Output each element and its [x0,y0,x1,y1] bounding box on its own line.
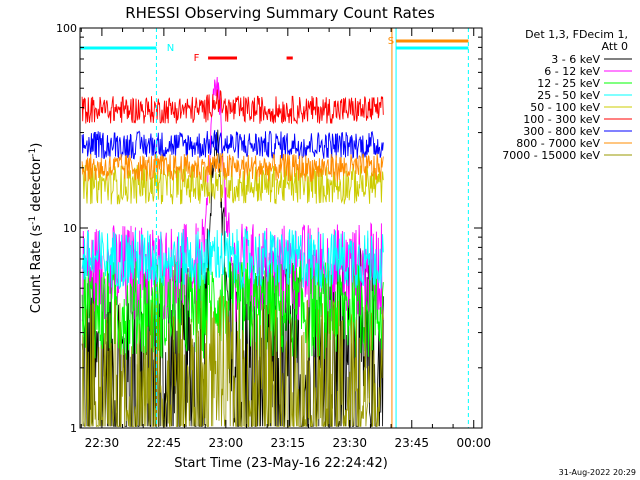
y-label-tail: detector [29,156,44,216]
x-tick-label-5: 23:45 [394,436,429,450]
series-line-6 [81,130,384,160]
chart-title: RHESSI Observing Summary Count Rates [125,4,435,22]
y-tick-label-1: 10 [63,222,77,235]
legend-label-5: 100 - 300 keV [523,113,600,126]
x-tick-label-3: 23:15 [271,436,306,450]
legend-label-1: 6 - 12 keV [544,65,600,78]
x-tick-label-1: 22:45 [147,436,182,450]
y-tick-label-0: 1 [70,422,77,435]
y-label-sup2: -1 [28,148,38,157]
legend-label-7: 800 - 7000 keV [516,137,600,150]
series-line-3 [81,228,384,290]
legend-label-2: 12 - 25 keV [537,77,600,90]
legend-label-0: 3 - 6 keV [551,53,600,66]
footer-date: 31-Aug-2022 20:29 [559,468,636,477]
series-line-7 [81,153,384,183]
y-tick-label-2: 100 [56,22,77,35]
x-tick-label-4: 23:30 [332,436,367,450]
annotation-n: N [167,43,174,54]
y-label-end: ) [29,143,44,148]
y-label-main: Count Rate (s [29,225,44,314]
legend-label-8: 7000 - 15000 keV [502,149,600,162]
legend-label-6: 300 - 800 keV [523,125,600,138]
legend-label-3: 25 - 50 keV [537,89,600,102]
series-line-5 [81,89,384,125]
x-axis-label: Start Time (23-May-16 22:24:42) [174,456,388,471]
series-line-4 [81,164,384,205]
annotation-s: S [388,36,394,47]
plot-layer: N F S [80,28,469,428]
x-tick-label-6: 00:00 [456,436,491,450]
legend-header-1: Det 1,3, FDecim 1, [525,28,628,41]
series-line-8 [81,295,384,428]
legend-header-2: Att 0 [602,40,628,53]
ticks-layer: 1 10 100 22:30 22:45 23:00 23:15 23:30 23:45 00:0… [56,22,491,450]
y-axis-label: Count Rate (s-1 detector-1) [28,143,44,314]
legend-label-4: 50 - 100 keV [530,101,600,114]
x-tick-label-2: 23:00 [209,436,244,450]
x-tick-label-0: 22:30 [85,436,120,450]
y-label-sup: -1 [28,216,38,225]
annotation-f: F [194,53,200,64]
